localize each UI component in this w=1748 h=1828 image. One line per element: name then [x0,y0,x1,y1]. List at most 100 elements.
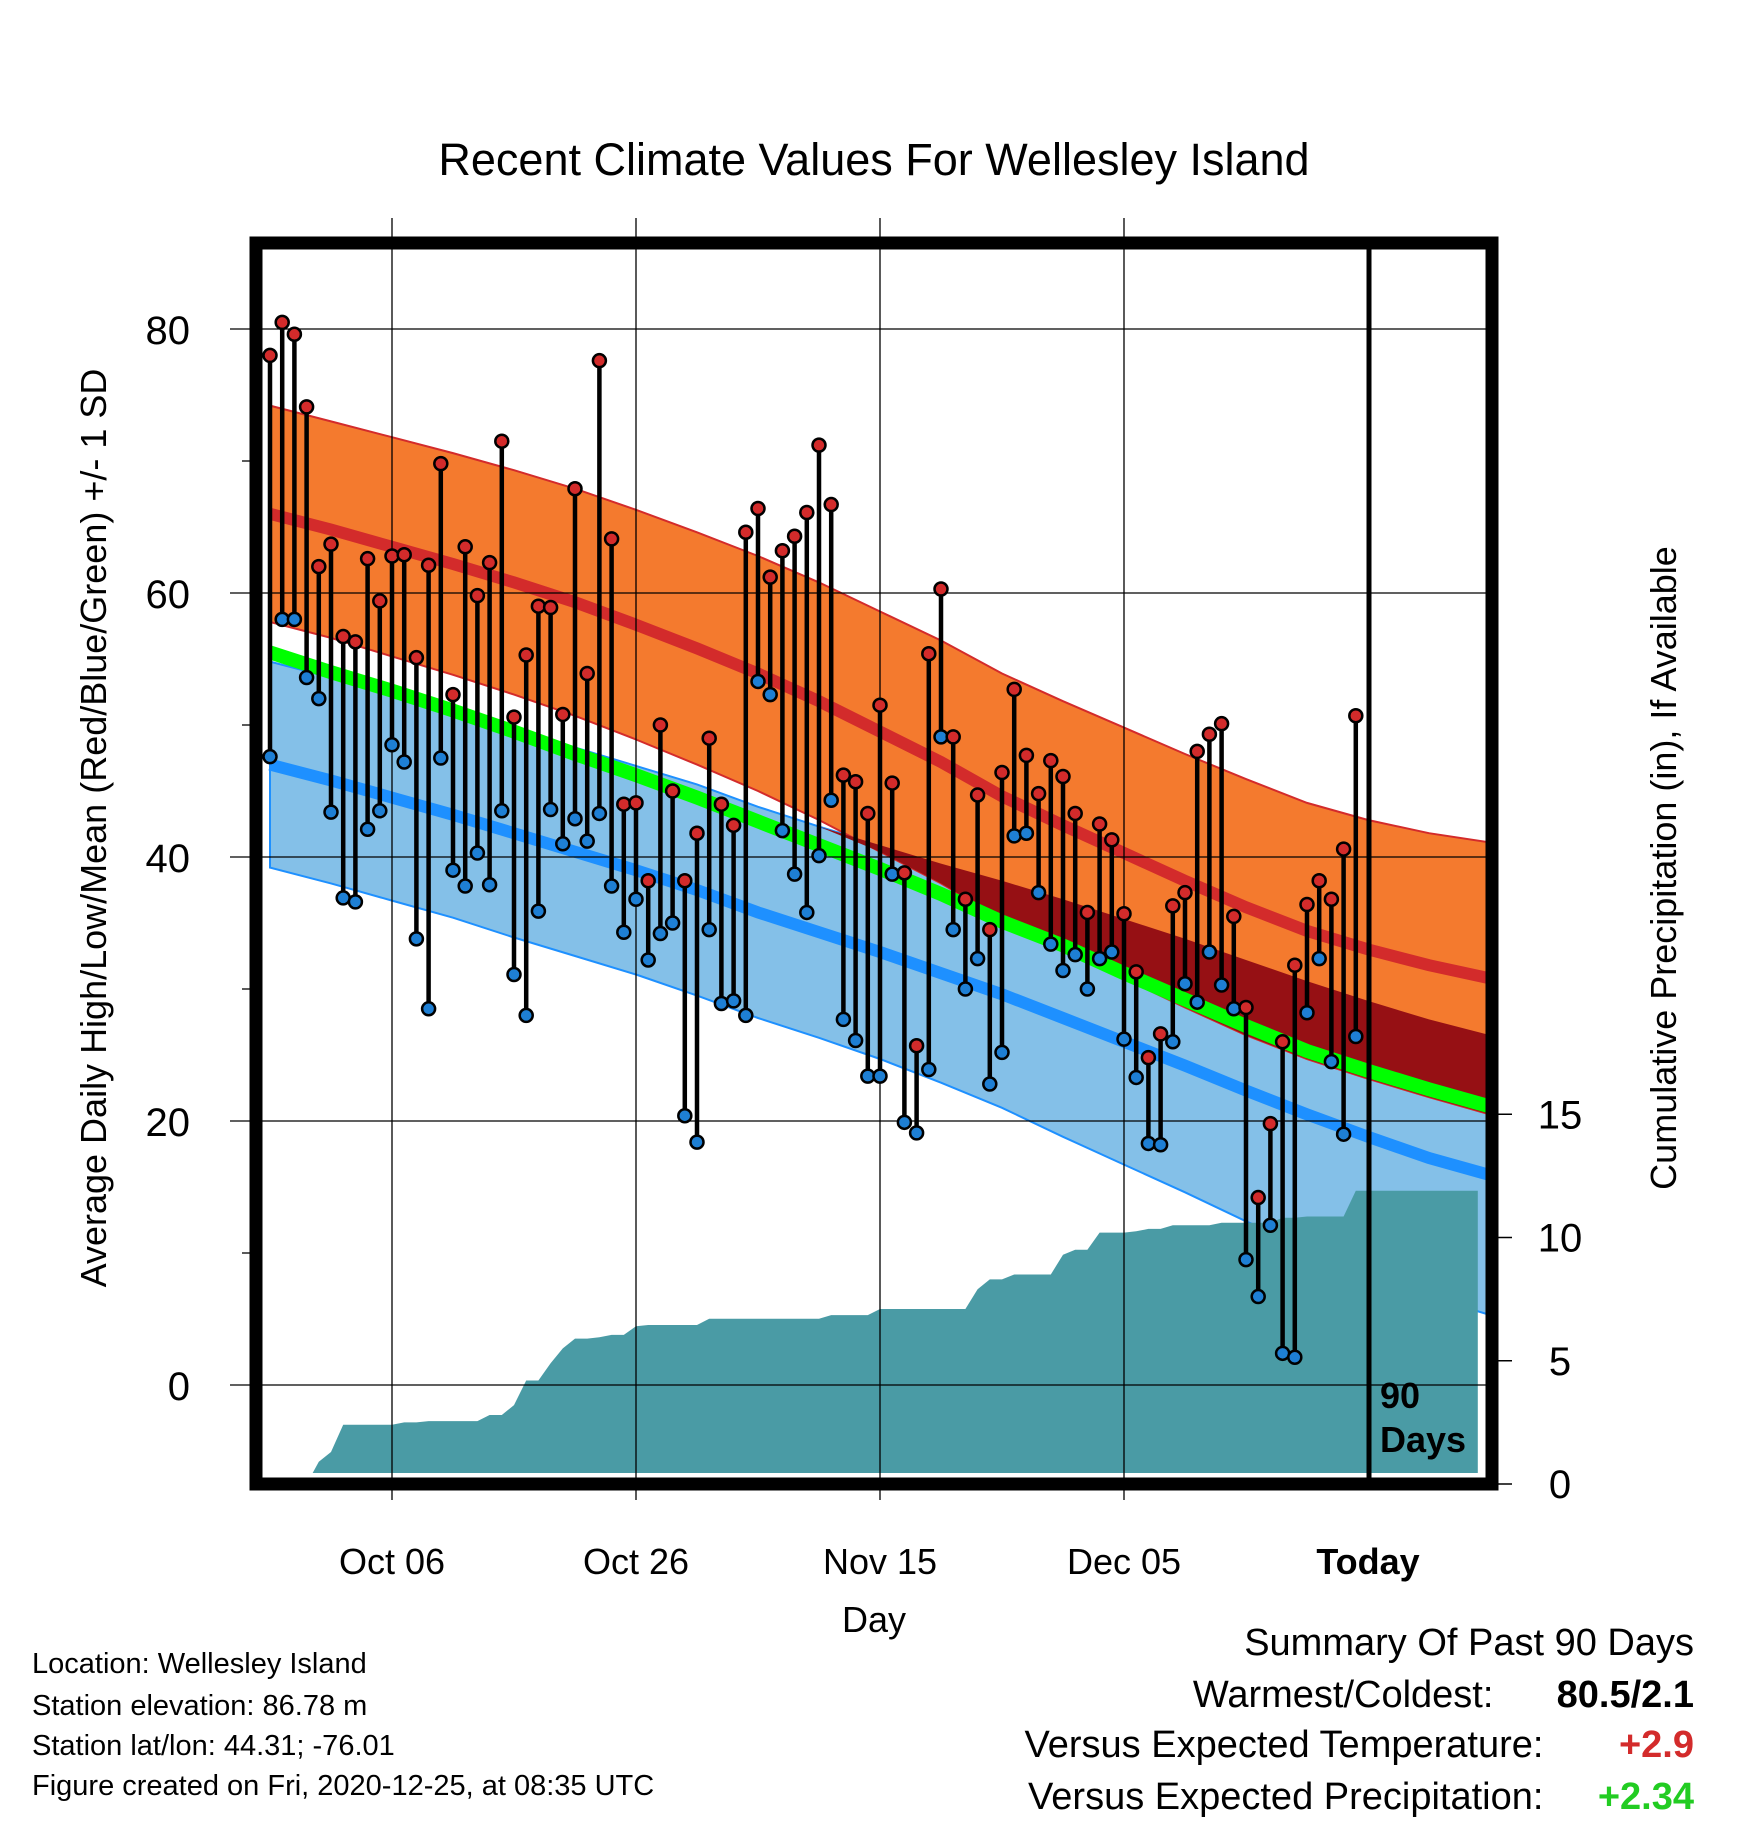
daily-low-point [1201,944,1218,960]
daily-high-point [994,764,1010,781]
daily-low-point [957,981,974,997]
daily-low-point [396,754,412,770]
daily-low-point [1250,1288,1266,1305]
y2-tick-label: 0 [1549,1463,1571,1507]
daily-low-point [701,921,717,938]
daily-high-point [835,767,852,783]
daily-low-point [1177,975,1193,992]
daily-low-point [1262,1217,1279,1234]
daily-low-point [738,1007,754,1024]
daily-high-point [1299,896,1315,913]
daily-high-point [1104,832,1120,848]
chart-title: Recent Climate Values For Wellesley Isla… [438,134,1309,185]
daily-high-point [860,805,876,822]
daily-low-point [1128,1069,1144,1086]
daily-low-point [530,903,547,919]
daily-low-point [1213,977,1230,993]
daily-high-point [262,347,278,364]
daily-high-point [616,796,632,812]
daily-low-point [286,611,303,628]
daily-low-point [457,878,473,894]
daily-high-point [311,558,327,575]
daily-low-point [1030,884,1047,901]
daily-high-point [323,536,339,552]
daily-low-point [847,1032,864,1049]
daily-high-point [1177,884,1193,901]
daily-low-point [1055,962,1071,979]
daily-high-point [738,524,754,541]
x-tick-label: Oct 06 [339,1541,445,1582]
daily-high-point [1274,1034,1291,1050]
daily-high-point [445,686,461,703]
x-tick-label: Oct 26 [583,1541,689,1582]
daily-high-point [1116,906,1132,922]
daily-high-point [1213,715,1230,732]
daily-high-point [1152,1026,1169,1042]
y-tick-label: 40 [146,837,191,881]
daily-high-point [530,598,547,614]
daily-high-point [969,787,986,803]
daily-high-point [494,433,510,449]
summary-precipitation: Versus Expected Precipitation: +2.34 [1028,1776,1694,1819]
daily-low-point [884,866,900,882]
daily-low-point [347,894,364,910]
daily-low-point [433,750,449,766]
y-tick-label: 0 [168,1365,190,1409]
daily-high-point [689,825,705,841]
daily-high-point [799,504,815,521]
footer-latlon: Station lat/lon: 44.31; -76.01 [32,1730,395,1762]
daily-high-point [811,437,827,453]
daily-low-point [811,847,827,864]
daily-low-point [603,878,620,894]
daily-high-point [506,709,522,725]
daily-high-point [335,628,351,645]
daily-low-point [494,803,510,819]
daily-high-point [1079,904,1096,921]
daily-high-point [921,645,937,662]
daily-high-point [1250,1189,1266,1206]
daily-low-point [298,669,315,686]
daily-low-point [1189,994,1205,1010]
daily-low-point [1116,1031,1132,1047]
daily-high-point [823,496,839,513]
precipitation-label: Versus Expected Precipitation: [1028,1776,1544,1818]
daily-high-point [1348,708,1364,724]
daily-low-point [1348,1028,1364,1045]
y2-axis-label: Cumulative Precipitation (in), If Availa… [1643,546,1684,1190]
normal-high-line [268,507,1487,984]
daily-low-point [591,805,608,822]
daily-high-point [1006,681,1022,698]
daily-low-point [713,995,730,1012]
daily-low-point [835,1011,852,1028]
daily-high-point [433,455,449,472]
daily-high-point [725,817,742,834]
x-tick-label: Dec 05 [1067,1541,1181,1582]
y-tick-label: 20 [146,1101,191,1145]
temperature-label: Versus Expected Temperature: [1024,1724,1544,1766]
daily-high-point [579,665,595,682]
daily-low-point [323,804,339,820]
daily-high-point [896,865,913,881]
daily-low-point [908,1125,925,1141]
daily-low-point [628,891,644,907]
daily-low-point [982,1076,998,1092]
daily-low-point [1226,1001,1242,1017]
daily-high-point [750,500,766,517]
daily-high-point [359,550,376,567]
warmest-coldest-value: 80.5/2.1 [1556,1674,1694,1716]
daily-low-point [677,1107,693,1124]
daily-low-point [518,1007,534,1024]
daily-low-point [1067,946,1083,963]
daily-low-point [689,1134,705,1150]
daily-high-point [420,557,437,574]
daily-high-point [1323,891,1340,907]
daily-high-point [1201,726,1218,742]
daily-low-point [1287,1349,1303,1366]
precipitation-value: +2.34 [1597,1776,1694,1818]
daily-high-point [774,543,791,559]
daily-low-point [1043,936,1059,952]
daily-low-point [506,966,522,983]
summary-heading: Summary Of Past 90 Days [1244,1622,1694,1664]
daily-high-point [1091,816,1108,832]
